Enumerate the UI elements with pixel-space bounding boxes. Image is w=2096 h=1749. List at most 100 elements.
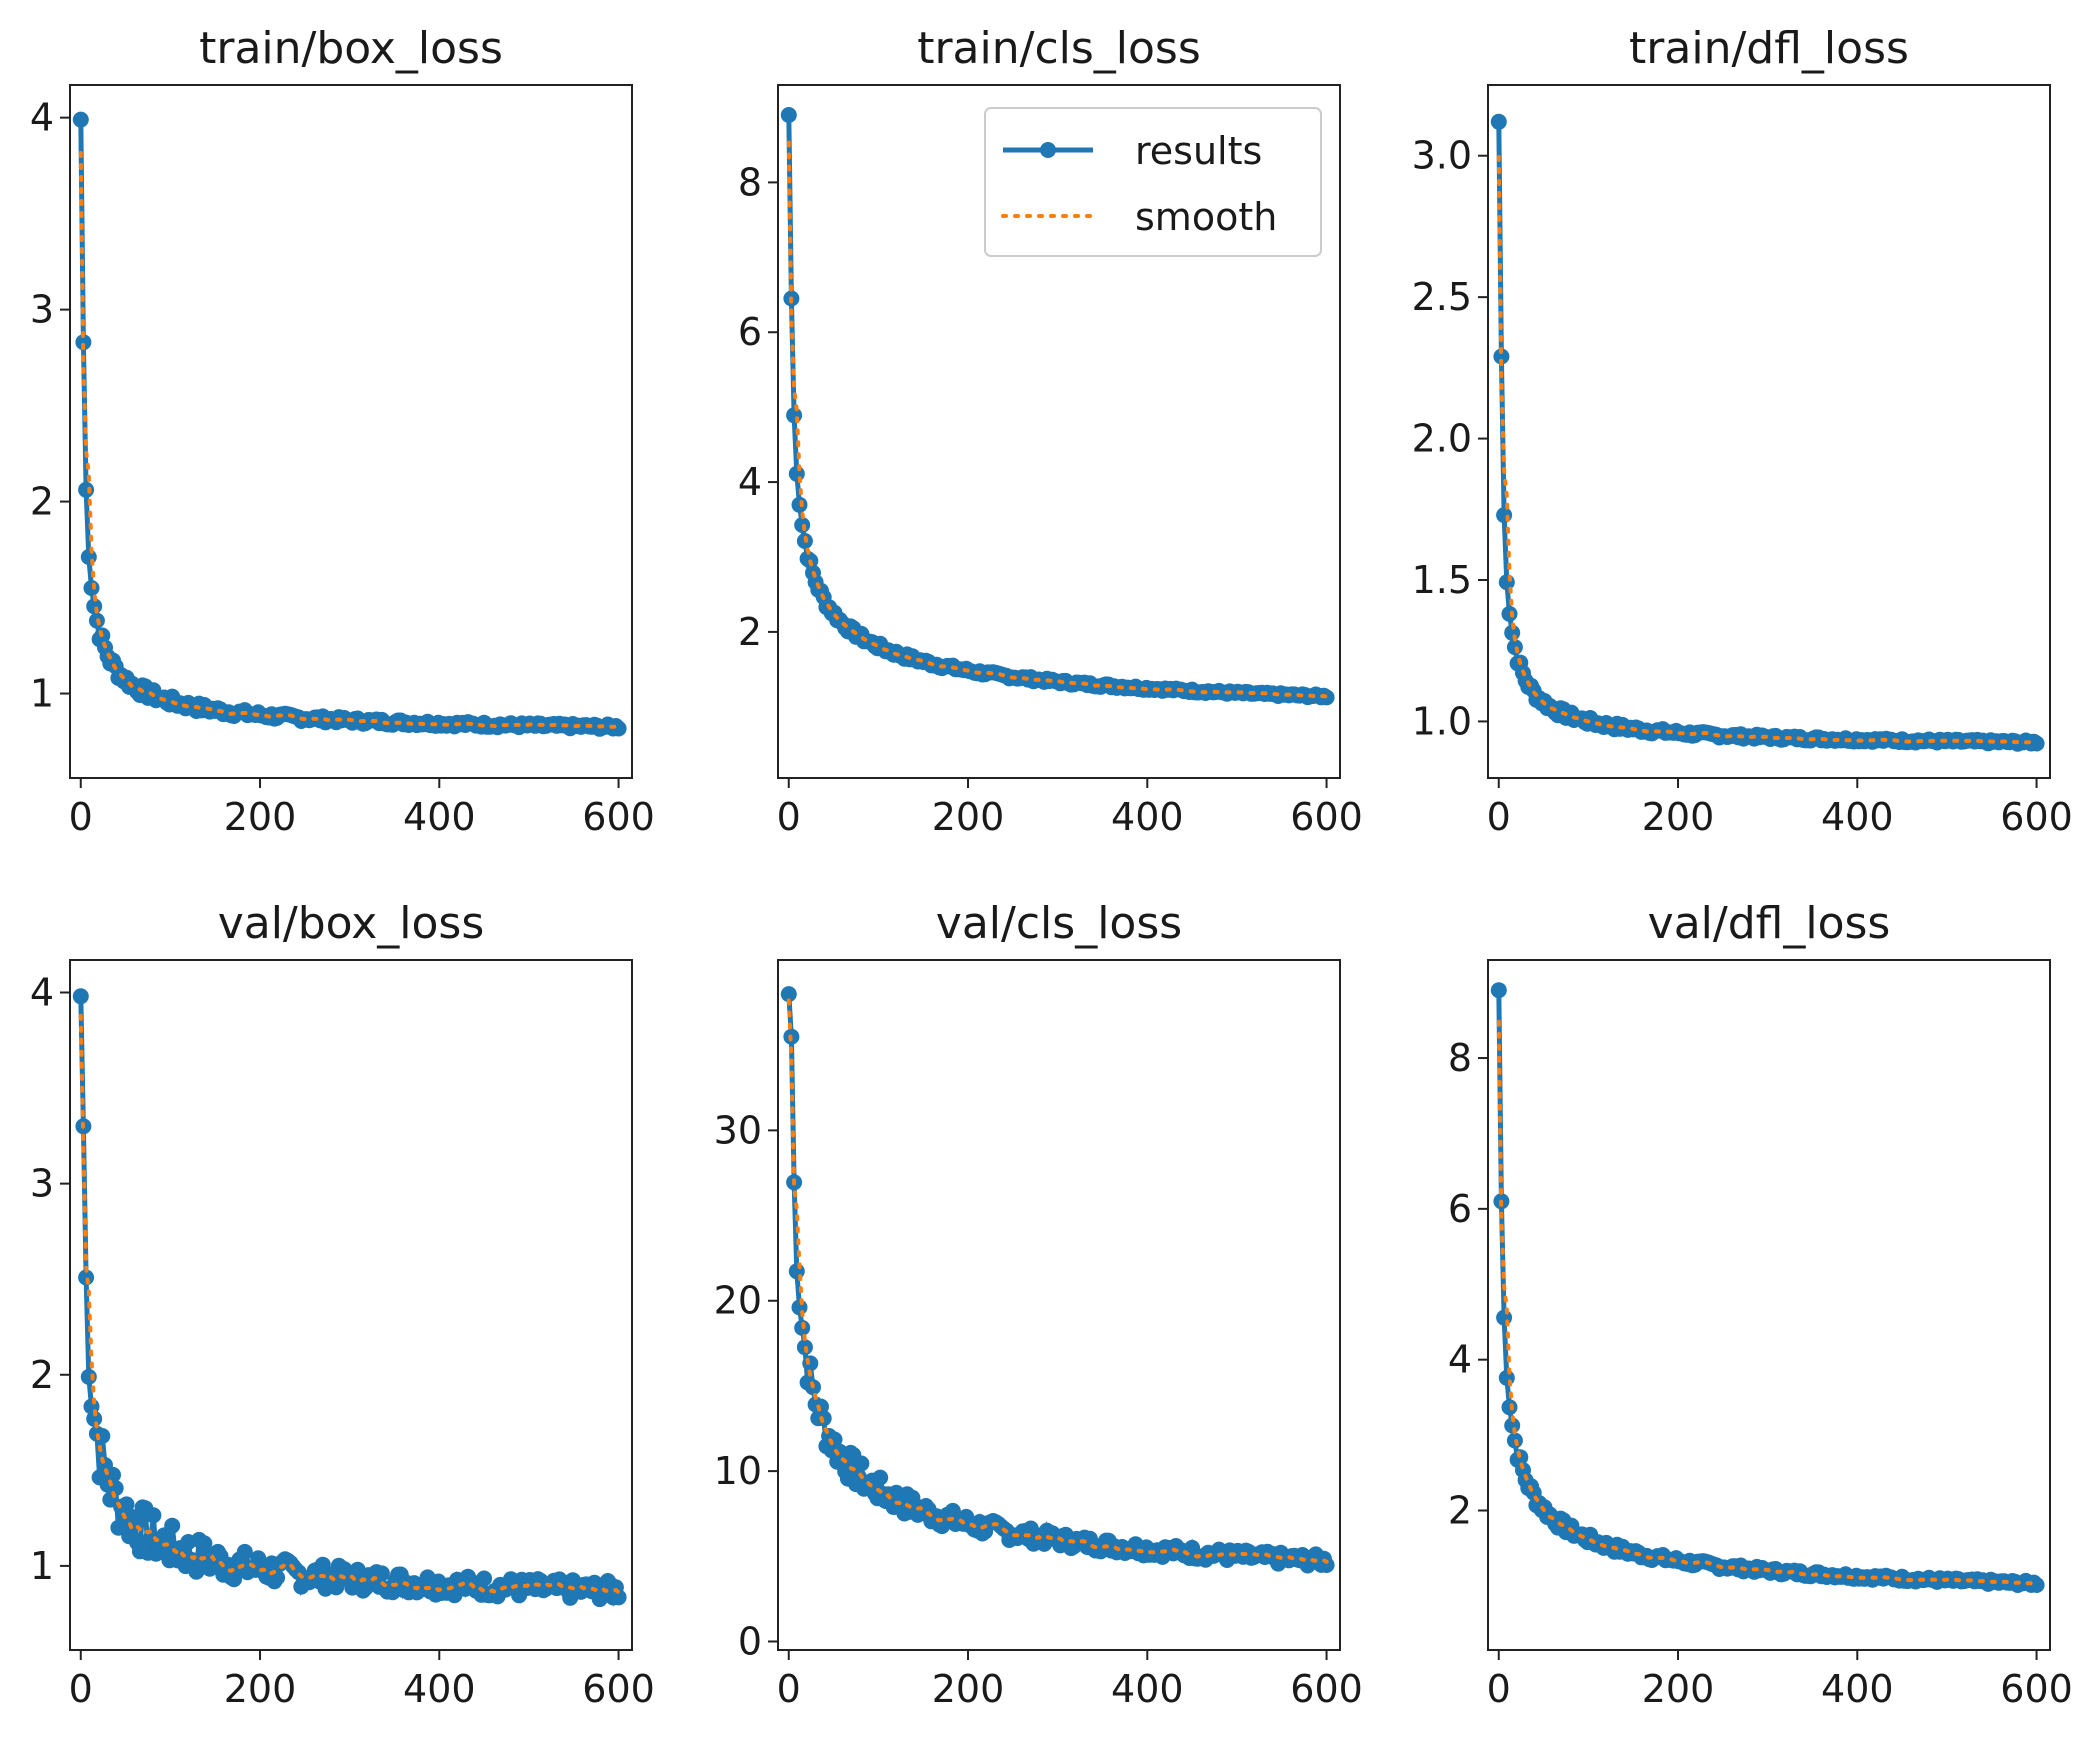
x-tick-label: 400: [1111, 1667, 1184, 1711]
y-tick-label: 4: [30, 96, 54, 140]
y-tick-label: 20: [714, 1279, 762, 1323]
x-tick-label: 600: [582, 1667, 655, 1711]
results-line: [78, 119, 621, 732]
results-point: [2028, 1577, 2045, 1593]
results-point: [853, 1455, 870, 1472]
x-tick-label: 200: [932, 795, 1005, 839]
x-tick-label: 200: [224, 795, 297, 839]
results-point: [791, 1299, 808, 1316]
y-tick-label: 8: [1448, 1036, 1472, 1080]
x-tick-label: 200: [1642, 795, 1715, 839]
x-tick-label: 400: [403, 795, 476, 839]
results-point: [788, 465, 805, 482]
results-point: [1501, 605, 1518, 622]
x-tick-label: 400: [403, 1667, 476, 1711]
subplot-3: val/box_loss 0 200 400 600 1 2 3 4: [30, 898, 655, 1711]
x-tick-label: 400: [1821, 1667, 1894, 1711]
results-point: [1490, 113, 1507, 130]
smooth-line: [1496, 155, 2039, 745]
y-tick-label: 3: [30, 288, 54, 332]
results-point: [250, 1550, 267, 1567]
x-tick-label: 0: [69, 795, 93, 839]
results-point: [75, 334, 92, 351]
y-tick-label: 6: [1448, 1187, 1472, 1231]
results-point: [780, 986, 797, 1003]
subplot-title: val/dfl_loss: [1648, 898, 1891, 949]
x-tick-label: 600: [1290, 1667, 1363, 1711]
axes-frame: [1487, 959, 2051, 1651]
results-point: [357, 1579, 374, 1596]
axes-frame: [69, 959, 633, 1651]
subplot-title: val/cls_loss: [936, 898, 1182, 949]
y-tick-label: 2.0: [1412, 417, 1472, 461]
results-point: [1501, 1399, 1518, 1416]
x-tick-label: 600: [582, 795, 655, 839]
y-tick-label: 10: [714, 1449, 762, 1493]
x-tick-label: 600: [2000, 795, 2073, 839]
results-point: [802, 1355, 819, 1372]
x-tick-label: 200: [1642, 1667, 1715, 1711]
y-tick-label: 0: [738, 1619, 762, 1663]
results-point: [610, 720, 627, 737]
subplot-title: val/box_loss: [218, 898, 485, 949]
results-point: [72, 988, 89, 1005]
results-point: [610, 1589, 627, 1606]
results-point: [105, 1466, 121, 1483]
results-point: [1318, 1557, 1335, 1573]
subplot-title: train/dfl_loss: [1629, 23, 1909, 74]
subplot-1: train/cls_loss 0 200 400 600 2 4 6 8 results smoot…: [738, 23, 1363, 839]
legend: results smooth: [984, 107, 1322, 257]
y-tick-label: 2: [738, 610, 762, 654]
results-point: [236, 1543, 253, 1560]
results-point: [80, 549, 97, 565]
smooth-line: [786, 140, 1329, 699]
y-tick-label: 1.0: [1412, 699, 1472, 743]
y-tick-label: 30: [714, 1108, 762, 1152]
y-tick-label: 8: [738, 160, 762, 204]
y-tick-label: 3.0: [1412, 134, 1472, 178]
results-point: [791, 496, 808, 513]
x-tick-label: 400: [1111, 795, 1184, 839]
y-tick-label: 4: [1448, 1338, 1472, 1382]
results-line: [78, 996, 622, 1608]
y-tick-label: 1: [30, 1544, 54, 1588]
legend-box: [984, 107, 1322, 257]
smooth-line: [786, 998, 1329, 1564]
results-point: [1498, 1369, 1515, 1386]
results-point: [196, 1535, 213, 1552]
y-tick-label: 2.5: [1412, 275, 1472, 319]
legend-results-label: results: [1135, 129, 1262, 173]
results-point: [1490, 982, 1507, 999]
x-tick-label: 600: [2000, 1667, 2073, 1711]
y-tick-label: 6: [738, 310, 762, 354]
results-point: [83, 580, 100, 596]
results-point: [815, 1410, 832, 1427]
smooth-line: [78, 1013, 621, 1595]
legend-results-marker: [1040, 142, 1056, 158]
x-tick-label: 0: [777, 1667, 801, 1711]
results-point: [80, 1368, 97, 1385]
results-point: [78, 1269, 95, 1286]
results-point: [118, 1496, 135, 1513]
y-tick-label: 2: [30, 1353, 54, 1397]
y-tick-label: 2: [1448, 1488, 1472, 1532]
results-line: [1496, 990, 2039, 1589]
results-point: [786, 407, 803, 424]
results-line: [1496, 121, 2038, 747]
subplot-5: val/dfl_loss 0 200 400 600 2 4 6 8: [1448, 898, 2073, 1711]
x-tick-label: 0: [777, 795, 801, 839]
subplot-title: train/box_loss: [199, 23, 503, 74]
subplot-title: train/cls_loss: [917, 23, 1201, 74]
smooth-line: [1496, 1019, 2039, 1586]
smooth-line: [78, 151, 621, 730]
results-point: [72, 111, 89, 128]
x-tick-label: 400: [1821, 795, 1894, 839]
results-point: [1498, 574, 1515, 591]
results-point: [78, 481, 95, 498]
y-tick-label: 4: [738, 460, 762, 504]
results-point: [780, 107, 797, 123]
axes-frame: [777, 84, 1341, 779]
results-point: [788, 1263, 805, 1280]
subplot-0: train/box_loss 0 200 400 600 1 2 3 4: [30, 23, 655, 839]
